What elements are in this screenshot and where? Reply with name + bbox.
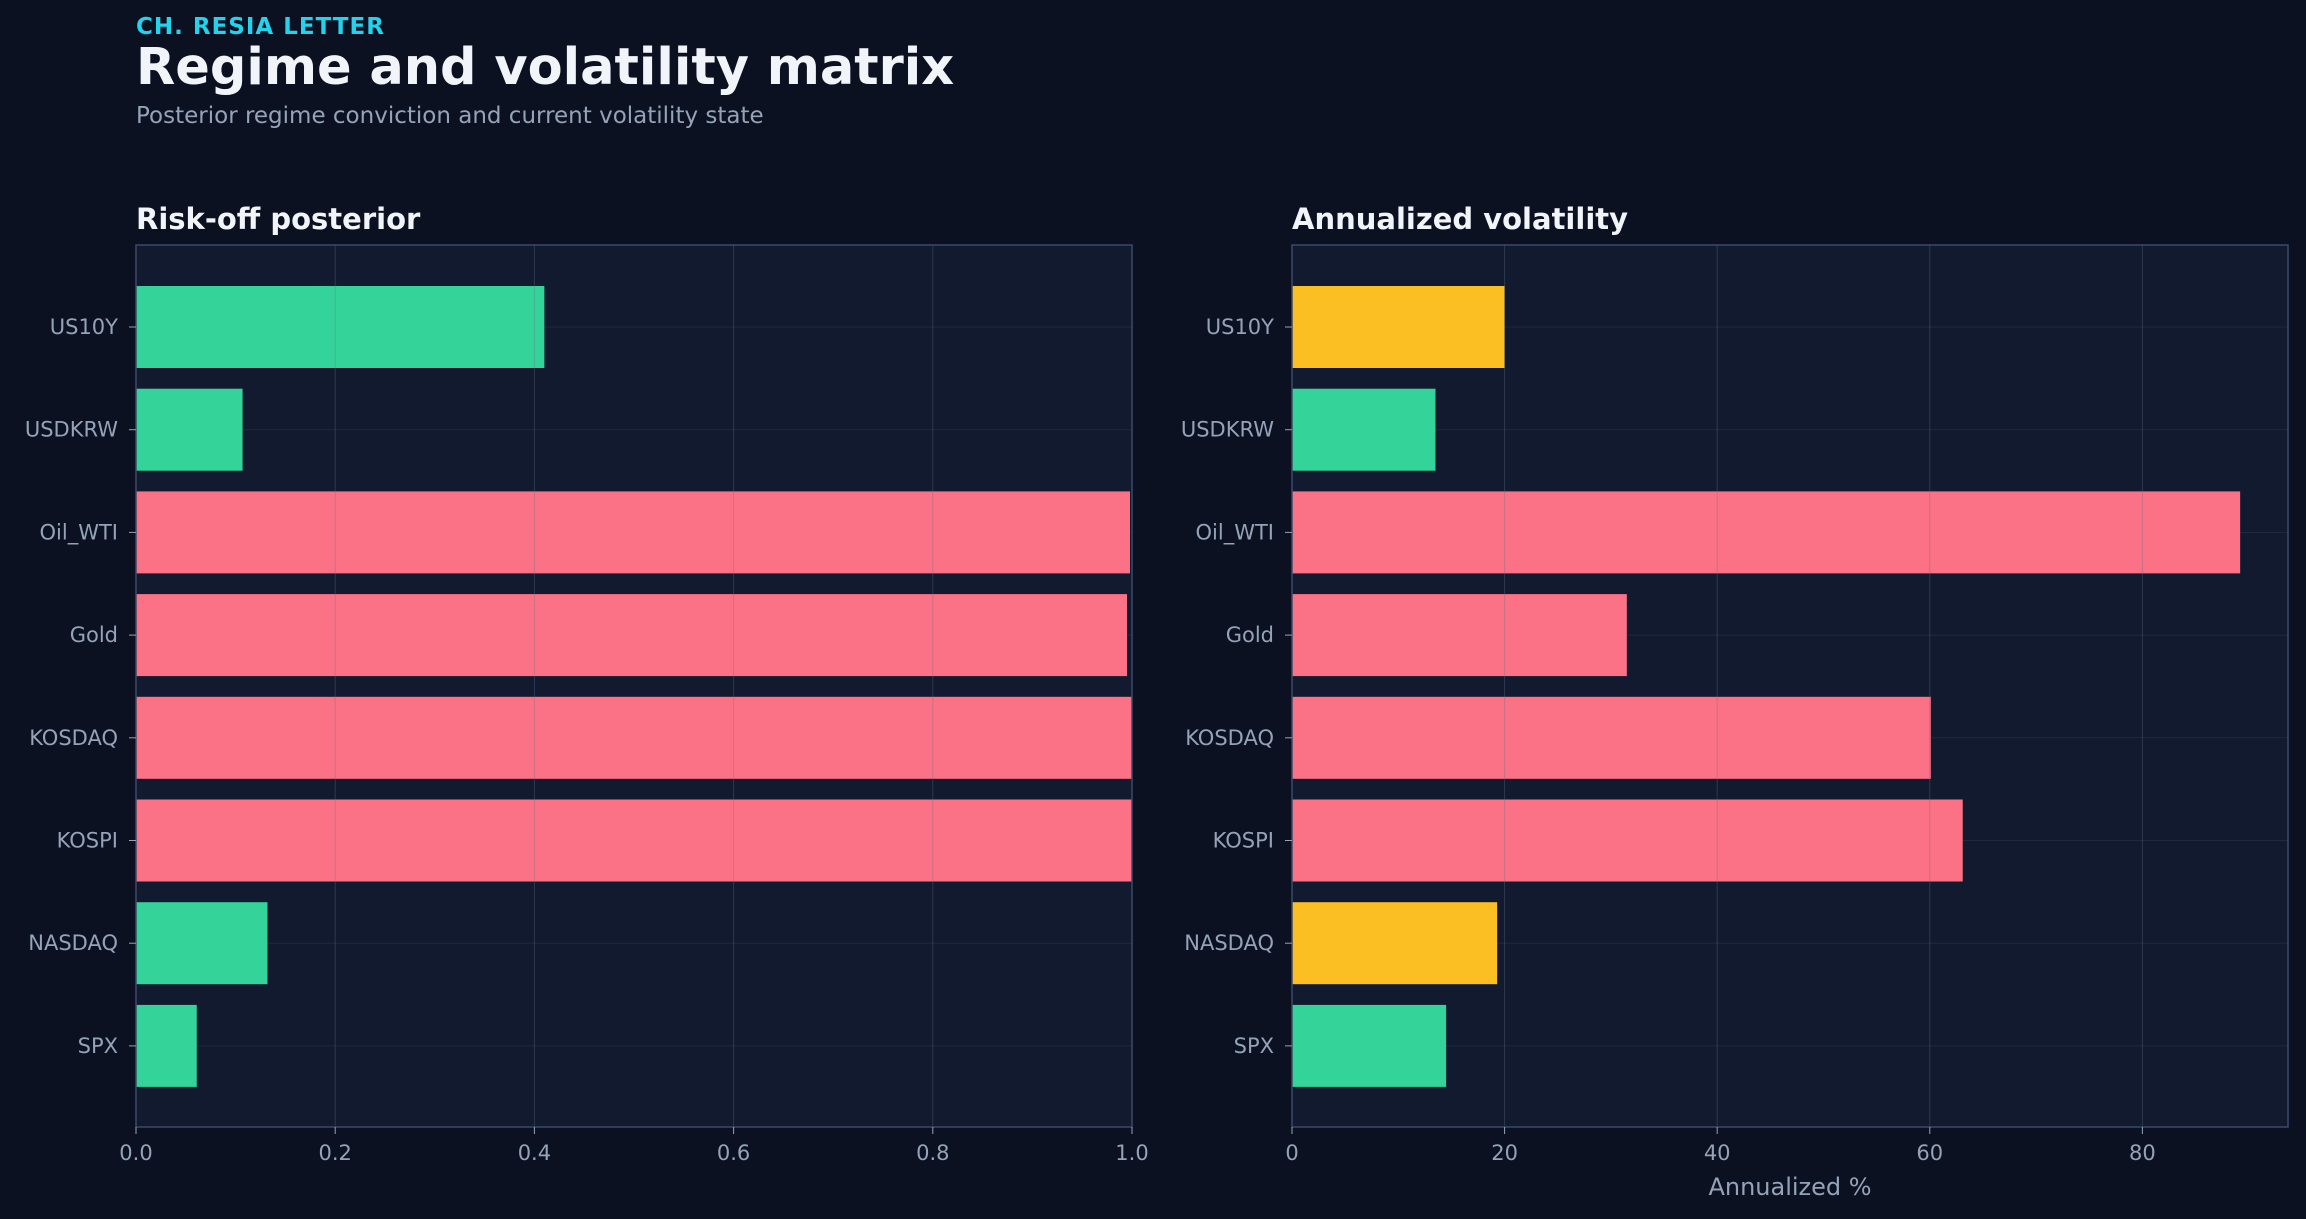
bar-oil_wti: [1292, 491, 2241, 574]
bar-kosdaq: [1292, 696, 1931, 779]
bar-usdkrw: [136, 388, 243, 471]
x-tick-label: 20: [1491, 1141, 1518, 1165]
x-tick-label: 60: [1916, 1141, 1943, 1165]
y-tick-label: Gold: [1226, 623, 1274, 647]
x-tick-label: 0.0: [119, 1141, 152, 1165]
bar-us10y: [136, 286, 545, 368]
x-tick-label: 0.6: [717, 1141, 750, 1165]
bar-spx: [136, 1004, 197, 1087]
page-subtitle: Posterior regime conviction and current …: [136, 103, 764, 129]
y-tick-label: SPX: [78, 1034, 118, 1058]
bar-nasdaq: [136, 902, 268, 985]
plot-area: [136, 245, 1132, 1127]
chart-title: Annualized volatility: [1292, 202, 1628, 236]
x-tick-label: 0.4: [518, 1141, 551, 1165]
bar-kosdaq: [136, 696, 1132, 779]
x-tick-label: 1.0: [1115, 1141, 1148, 1165]
x-tick-label: 0.2: [318, 1141, 351, 1165]
x-tick-label: 0: [1285, 1141, 1298, 1165]
bar-kospi: [1292, 799, 1963, 882]
plot-frame: [135, 244, 1133, 1128]
y-tick-label: US10Y: [50, 315, 118, 339]
chart-panel-2: Annualized volatility US10Y USDKRW Oil_WTI G…: [1181, 202, 2289, 1201]
x-axis-label: Annualized %: [1708, 1173, 1871, 1201]
kicker-label: CH. RESIA LETTER: [136, 14, 385, 40]
bar-usdkrw: [1292, 388, 1436, 471]
y-tick-label: KOSDAQ: [1185, 726, 1274, 750]
plot-area: [1292, 245, 2288, 1127]
y-tick-label: Gold: [70, 623, 118, 647]
bar-gold: [1292, 594, 1627, 677]
page-title: Regime and volatility matrix: [136, 38, 955, 97]
bar-gold: [136, 594, 1128, 677]
y-tick-label: KOSPI: [1213, 829, 1274, 853]
bar-oil_wti: [136, 491, 1131, 574]
y-tick-label: NASDAQ: [28, 931, 118, 955]
x-tick-label: 80: [2129, 1141, 2156, 1165]
y-tick-label: USDKRW: [1181, 418, 1274, 442]
x-tick-label: 40: [1704, 1141, 1731, 1165]
y-tick-label: US10Y: [1206, 315, 1274, 339]
bar-kospi: [136, 799, 1132, 882]
y-tick-label: KOSDAQ: [29, 726, 118, 750]
bar-nasdaq: [1292, 902, 1498, 985]
y-tick-label: USDKRW: [25, 418, 118, 442]
y-tick-label: KOSPI: [57, 829, 118, 853]
y-tick-label: SPX: [1234, 1034, 1274, 1058]
plot-frame: [1291, 244, 2289, 1128]
y-tick-label: Oil_WTI: [40, 520, 118, 545]
x-tick-label: 0.8: [916, 1141, 949, 1165]
y-tick-label: Oil_WTI: [1196, 520, 1274, 545]
bar-spx: [1292, 1004, 1447, 1087]
chart-title: Risk-off posterior: [136, 202, 421, 236]
bar-us10y: [1292, 286, 1505, 368]
chart-panel-1: Risk-off posterior US10Y USDKRW Oil_WTI Gold…: [25, 202, 1149, 1165]
y-tick-label: NASDAQ: [1184, 931, 1274, 955]
